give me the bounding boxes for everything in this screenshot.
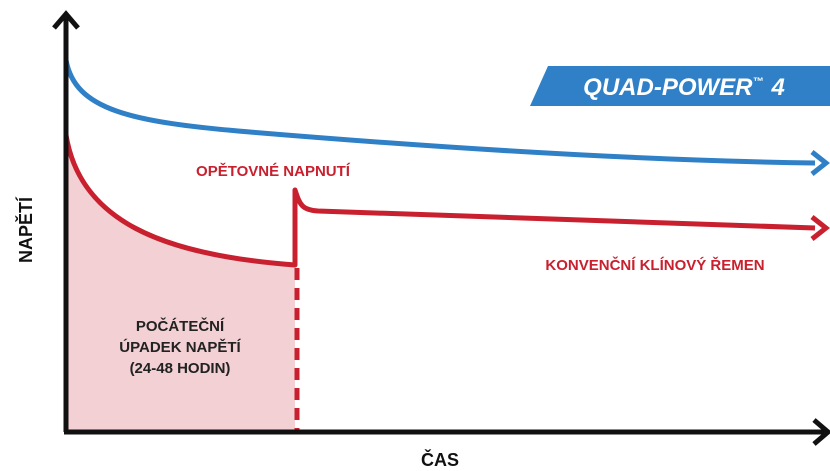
initial-drop-area bbox=[66, 135, 295, 432]
initial-drop-line: ÚPADEK NAPĚTÍ bbox=[119, 338, 241, 356]
blue-arrow bbox=[810, 150, 830, 176]
y-axis-label: NAPĚTÍ bbox=[15, 196, 36, 263]
red-arrow bbox=[810, 215, 830, 241]
initial-drop-line: (24-48 HODIN) bbox=[130, 360, 231, 377]
quad-power-line bbox=[63, 59, 816, 166]
x-arrow bbox=[812, 418, 830, 446]
conventional-line bbox=[63, 134, 816, 268]
y-arrow bbox=[52, 10, 80, 30]
badge-bg bbox=[530, 66, 830, 106]
conventional-label: KONVENČNÍ KLÍNOVÝ ŘEMEN bbox=[545, 256, 764, 274]
retension-label: OPĚTOVNÉ NAPNUTÍ bbox=[196, 162, 351, 180]
x-axis-label: ČAS bbox=[421, 449, 459, 470]
initial-drop-line: POČÁTEČNÍ bbox=[136, 317, 225, 335]
badge: QUAD-POWER™ 4 bbox=[583, 74, 785, 101]
